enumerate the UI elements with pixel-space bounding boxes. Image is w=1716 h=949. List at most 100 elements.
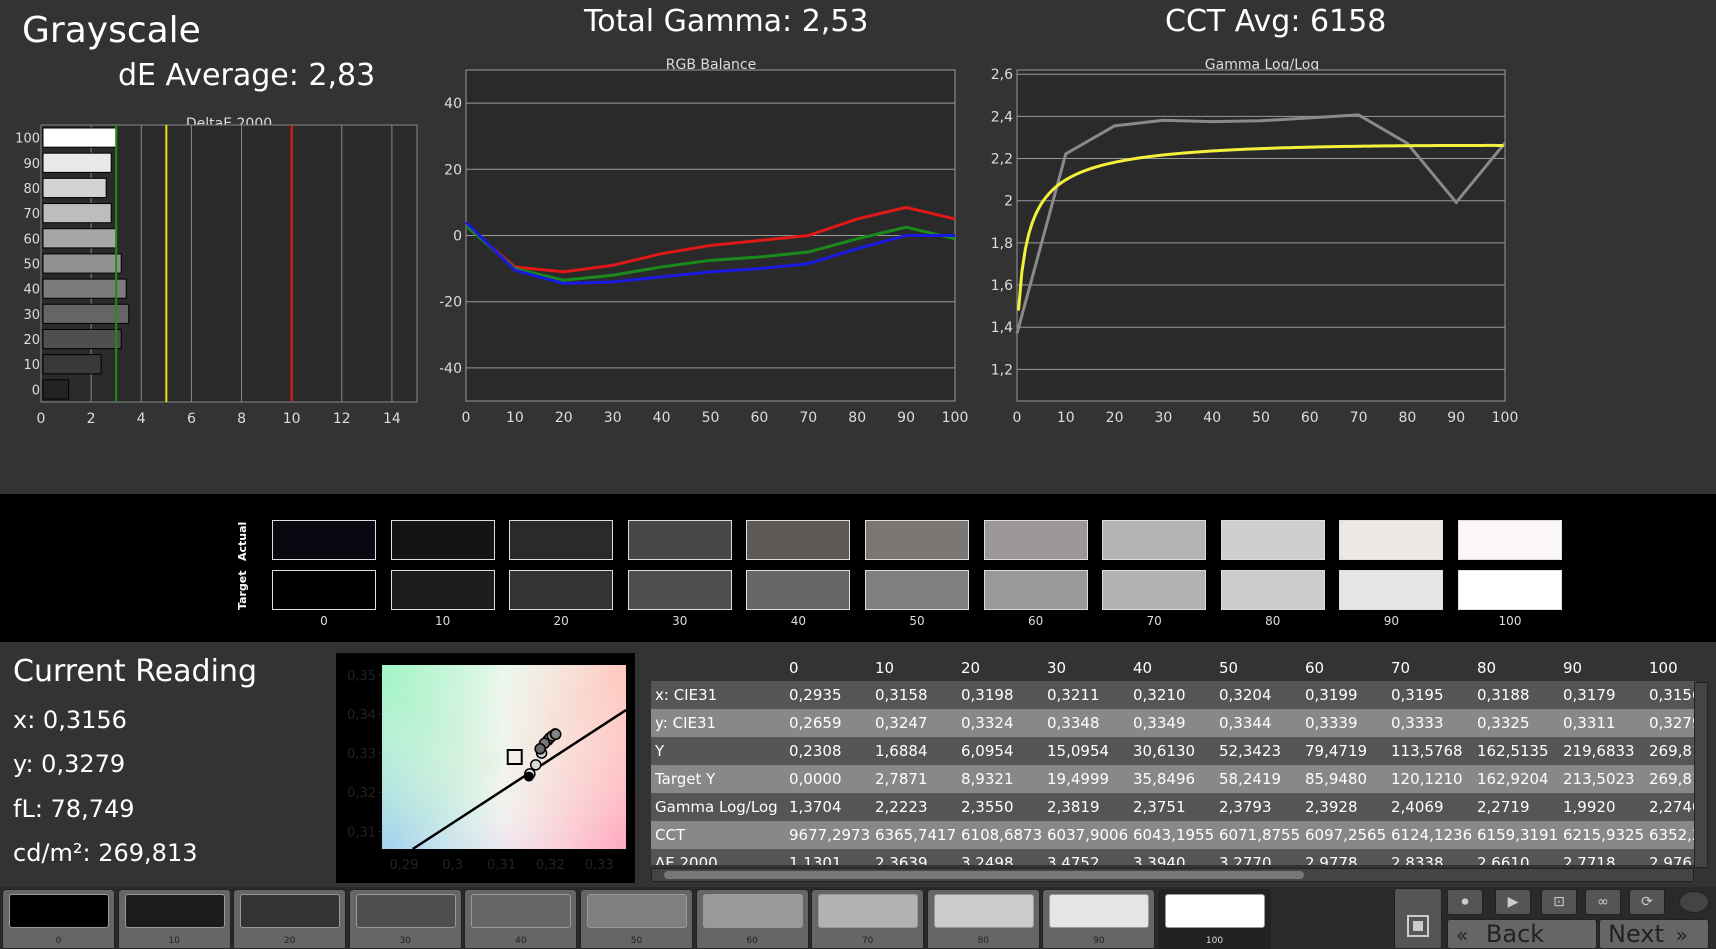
- table-cell: 2,4069: [1387, 793, 1473, 821]
- patch-button-80[interactable]: 80: [926, 889, 1040, 949]
- target-swatch: [272, 570, 376, 610]
- swatch-label: 30: [672, 614, 688, 628]
- x-tick-label: 6: [187, 411, 196, 427]
- table-cell: 162,5135: [1473, 737, 1559, 765]
- table-cell: 0,3210: [1129, 681, 1215, 709]
- table-horizontal-scrollbar[interactable]: [651, 868, 1694, 882]
- table-cell: 0,3325: [1473, 709, 1559, 737]
- target-swatch: [1102, 570, 1207, 610]
- target-swatch: [1339, 570, 1444, 610]
- column-header: 80: [1473, 655, 1559, 681]
- table-cell: 0,3199: [1301, 681, 1387, 709]
- patch-color: [587, 894, 687, 928]
- x-tick-label: 100: [1492, 410, 1519, 426]
- reading-fl: fL: 78,749: [13, 795, 135, 823]
- refresh-icon: ⟳: [1641, 894, 1653, 910]
- table-cell: 213,5023: [1559, 765, 1645, 793]
- swatch-label: 60: [1027, 614, 1044, 628]
- measured-point: [529, 759, 542, 771]
- plot-area: [1016, 69, 1506, 402]
- table-cell: 3,4752: [1043, 849, 1129, 865]
- table-cell: 6037,9006: [1043, 821, 1129, 849]
- actual-swatch: [1220, 520, 1325, 560]
- actual-swatch: [1339, 520, 1444, 560]
- table-row[interactable]: Gamma Log/Log 1,3704 2,2223 2,3550 2,3819 2,3…: [651, 793, 1696, 821]
- x-tick-label: 4: [137, 411, 146, 427]
- actual-swatch: [746, 520, 851, 560]
- patch-label: 30: [399, 936, 412, 946]
- patch-button-90[interactable]: 90: [1042, 889, 1156, 949]
- next-button[interactable]: Next »: [1599, 919, 1709, 949]
- table-cell: 15,0954: [1043, 737, 1129, 765]
- table-cell: 1,9920: [1559, 793, 1645, 821]
- continuous-button[interactable]: ∞: [1585, 889, 1621, 915]
- x-tick-label: 60: [750, 410, 768, 426]
- y-tick-label: 90: [23, 157, 40, 172]
- y-tick-label: 2,2: [991, 152, 1013, 168]
- table-cell: 0,3333: [1387, 709, 1473, 737]
- table-cell: 2,6610: [1473, 849, 1559, 865]
- patch-button-60[interactable]: 60: [695, 889, 809, 949]
- target-swatch: [983, 570, 1088, 610]
- table-cell: 1,6884: [871, 737, 957, 765]
- column-header: 100: [1645, 655, 1696, 681]
- play-icon: ▶: [1507, 894, 1519, 910]
- stop-patch-button[interactable]: [1394, 888, 1442, 949]
- refresh-button[interactable]: ⟳: [1629, 889, 1665, 915]
- x-tick-label: 2: [87, 411, 96, 427]
- fit-button[interactable]: ⊡: [1541, 889, 1577, 915]
- table-row[interactable]: x: CIE31 0,2935 0,3158 0,3198 0,3211 0,3210 0,…: [651, 681, 1696, 709]
- table-cell: 2,976: [1645, 849, 1696, 865]
- table-cell: 6043,1955: [1129, 821, 1215, 849]
- table-cell: 269,813: [1645, 737, 1696, 765]
- patch-button-70[interactable]: 70: [811, 889, 925, 949]
- page-title: Grayscale: [22, 10, 201, 51]
- current-reading-point: [523, 771, 534, 782]
- table-row[interactable]: Y 0,2308 1,6884 6,0954 15,0954 30,6130 52,3423…: [651, 737, 1696, 765]
- patch-button-100[interactable]: 100: [1158, 889, 1271, 949]
- table-cell: 0,0000: [785, 765, 871, 793]
- patch-button-40[interactable]: 40: [464, 889, 578, 949]
- patch-color: [355, 894, 456, 928]
- measured-point: [549, 728, 562, 741]
- table-row[interactable]: CCT 9677,2973 6365,7417 6108,6873 6037,9006 6…: [651, 821, 1696, 849]
- play-button[interactable]: ▶: [1495, 889, 1531, 915]
- table-row[interactable]: Target Y 0,0000 2,7871 8,9321 19,4999 35,8496…: [651, 765, 1696, 793]
- y-tick-label: -40: [440, 361, 462, 377]
- back-button[interactable]: « Back: [1447, 919, 1597, 949]
- patch-button-50[interactable]: 50: [580, 889, 693, 949]
- swatch-label: 100: [1498, 614, 1522, 628]
- target-row-label: Target: [236, 570, 276, 610]
- reading-x: x: 0,3156: [13, 706, 127, 734]
- column-header: 90: [1559, 655, 1645, 681]
- table-vertical-scrollbar[interactable]: [1694, 682, 1708, 868]
- x-tick-label: 0,29: [389, 858, 418, 873]
- table-cell: 19,4999: [1043, 765, 1129, 793]
- stop-icon: [1407, 915, 1429, 937]
- patch-label: 60: [746, 936, 758, 946]
- row-label: Gamma Log/Log: [651, 793, 785, 821]
- options-button[interactable]: [1679, 891, 1709, 913]
- y-tick-label: 40: [444, 96, 462, 112]
- stop-button[interactable]: ⏺: [1447, 889, 1483, 915]
- deltae-bar: [42, 328, 122, 350]
- patch-button-30[interactable]: 30: [348, 889, 462, 949]
- measurement-table[interactable]: 0 10 20 30 40 50 60 70 80 90 100 x: CIE31 0,2935 0,31…: [651, 655, 1696, 865]
- deltae-bar: [42, 152, 112, 173]
- table-row[interactable]: y: CIE31 0,2659 0,3247 0,3324 0,3348 0,3349 0,…: [651, 709, 1696, 737]
- series-line: [465, 224, 956, 282]
- patch-button-0[interactable]: 0: [2, 889, 115, 949]
- table-cell: 2,3550: [957, 793, 1043, 821]
- swatch-label: 10: [434, 614, 451, 628]
- y-tick-label: 0,33: [347, 747, 376, 762]
- table-cell: 0,3179: [1559, 681, 1645, 709]
- rgb-balance-chart: 40 20 0 -20 -40 0 10 20 30 40 50 60 70 80 90 100: [440, 69, 968, 426]
- patch-button-10[interactable]: 10: [117, 889, 231, 949]
- table-row[interactable]: ΔE 2000 1,1301 2,3639 3,2498 3,4752 3,3940 3,2…: [651, 849, 1696, 865]
- row-label: y: CIE31: [651, 709, 785, 737]
- table-cell: 2,3793: [1215, 793, 1301, 821]
- scrollbar-thumb[interactable]: [664, 871, 1304, 879]
- deltae-bar: [42, 379, 70, 400]
- patch-button-20[interactable]: 20: [233, 889, 347, 949]
